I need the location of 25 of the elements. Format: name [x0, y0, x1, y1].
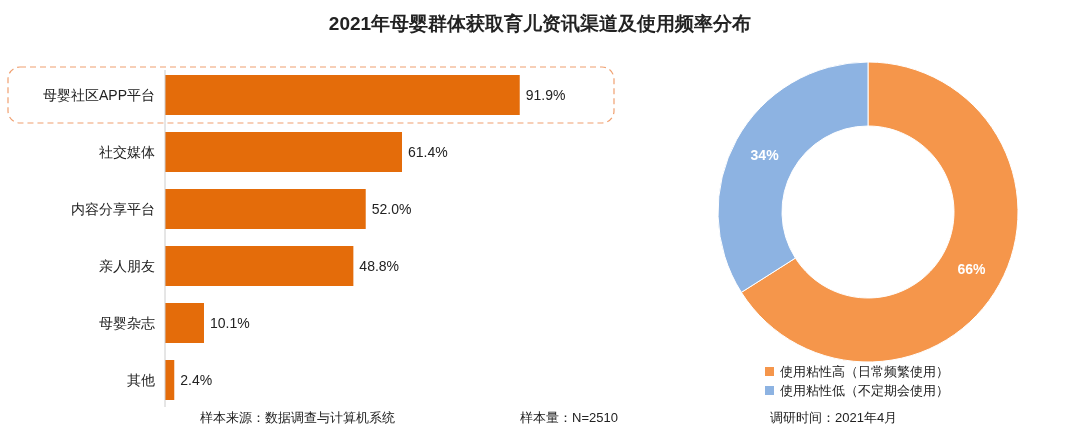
- y-tick-label: 母婴杂志: [99, 315, 155, 331]
- y-tick-label: 亲人朋友: [99, 258, 155, 274]
- bar: [165, 75, 520, 115]
- data-label: 66%: [957, 260, 986, 277]
- text: 调研时间：2021年4月: [770, 410, 898, 425]
- y-tick-label: 其他: [127, 372, 155, 388]
- data-label: 34%: [750, 147, 780, 164]
- data-label: 48.8%: [359, 258, 400, 274]
- chart-title: 2021年母婴群体获取育儿资讯渠道及使用频率分布: [328, 13, 752, 34]
- data-label: 10.1%: [209, 315, 250, 331]
- text: 样本来源：数据调查与计算机系统: [200, 410, 395, 425]
- y-tick-label: 内容分享平台: [71, 201, 155, 217]
- bar: [165, 132, 402, 172]
- bar: [165, 303, 204, 343]
- y-tick-label: 母婴社区APP平台: [42, 87, 155, 103]
- y-tick-label: 社交媒体: [99, 144, 155, 160]
- bar: [165, 246, 354, 286]
- data-label: 61.4%: [408, 144, 448, 160]
- data-label: 2.4%: [180, 372, 213, 388]
- legend-label: 使用粘性高（日常频繁使用）: [780, 364, 949, 379]
- bar: [165, 189, 366, 229]
- legend-label: 使用粘性低（不定期会使用）: [780, 383, 949, 398]
- data-label: 52.0%: [371, 201, 412, 217]
- data-label: 91.9%: [525, 87, 566, 103]
- text: 样本量：N=2510: [520, 410, 618, 425]
